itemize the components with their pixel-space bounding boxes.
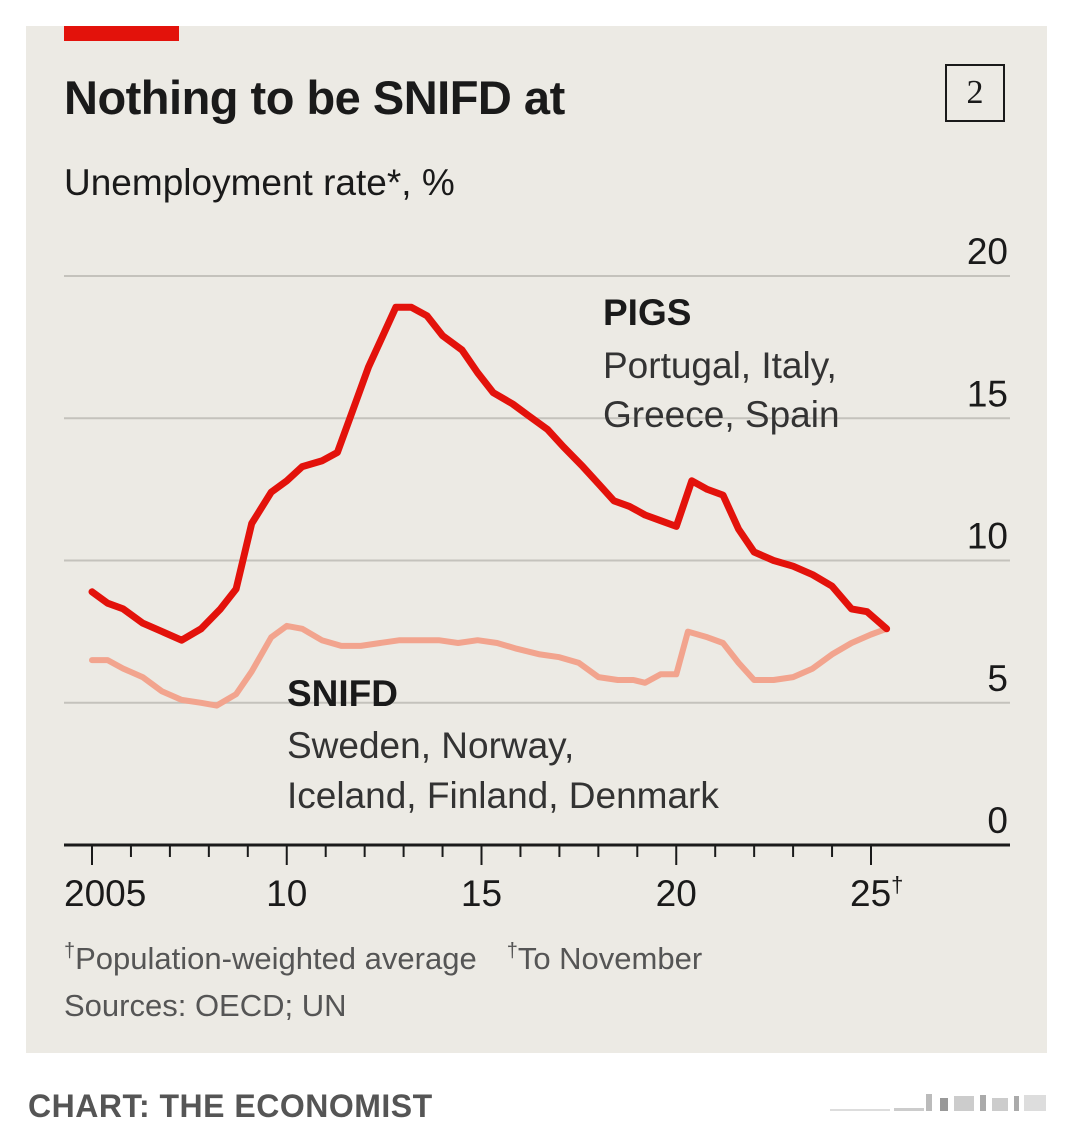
footnote-dagger: † [64, 940, 76, 962]
y-tick-label-5: 5 [987, 658, 1008, 699]
chart-credit: CHART: THE ECONOMIST [28, 1088, 433, 1124]
pigs-label: PIGS [603, 292, 691, 333]
footnote: †Population-weighted average †To November [64, 940, 702, 977]
series-line-pigs [88, 303, 891, 644]
series-line-snifd [89, 622, 890, 709]
x-tick-label-25†: 25† [850, 872, 903, 914]
chart-title: Nothing to be SNIFD at [64, 71, 565, 124]
series-labels: PIGS Portugal, Italy, Greece, Spain SNIF… [287, 292, 840, 816]
x-axis: 2005 10 15 20 25† [64, 843, 1010, 914]
x-tick-label-10: 10 [266, 873, 307, 914]
gridlines: 0 5 10 15 20 [64, 231, 1010, 841]
chart-card [26, 26, 1047, 1053]
x-tick-label-15: 15 [461, 873, 502, 914]
chart-number-badge: 2 [945, 64, 1005, 122]
snifd-countries-line-2: Iceland, Finland, Denmark [287, 775, 719, 816]
y-tick-label-15: 15 [967, 373, 1008, 414]
x-tick-label-2005: 2005 [64, 873, 146, 914]
footnote-text-1: Population-weighted average [75, 941, 477, 976]
y-tick-label-0: 0 [987, 800, 1008, 841]
pigs-countries-line-1: Portugal, Italy, [603, 345, 837, 386]
footnote-text-2: To November [517, 941, 703, 976]
pigs-countries-line-2: Greece, Spain [603, 394, 840, 435]
sources: Sources: OECD; UN [64, 988, 347, 1023]
x-tick-label-20: 20 [656, 873, 697, 914]
snifd-countries-line-1: Sweden, Norway, [287, 725, 574, 766]
y-tick-label-20: 20 [967, 231, 1008, 272]
brand-tag [64, 26, 179, 41]
snifd-label: SNIFD [287, 673, 398, 714]
watermark-logo [830, 1094, 1046, 1111]
series-lines [88, 303, 891, 709]
chart-subtitle: Unemployment rate*, % [64, 162, 455, 203]
footnote-dagger-2: † [506, 940, 518, 962]
y-tick-label-10: 10 [967, 516, 1008, 557]
